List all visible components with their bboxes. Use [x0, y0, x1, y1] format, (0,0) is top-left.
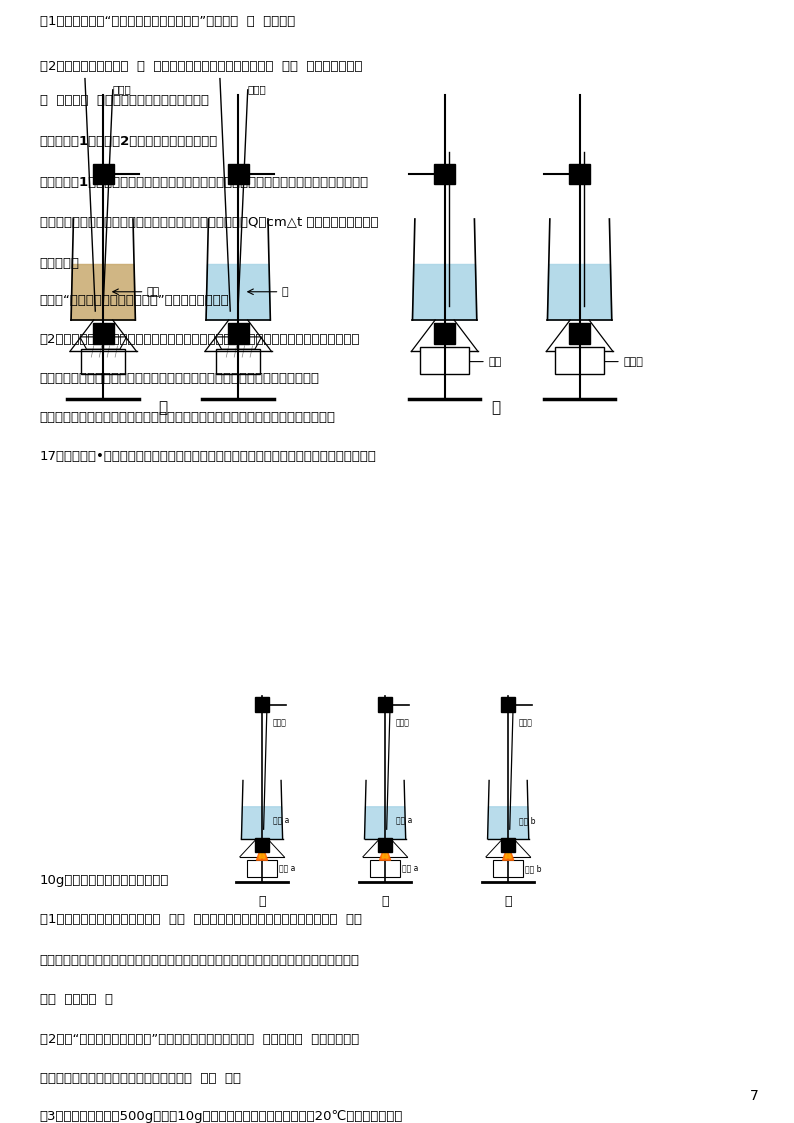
Bar [228, 323, 249, 344]
Text: （3）若甲图烧杯中为500g的水，10g酒精完全燃烧温度计示数升高了20℃，水吸收的热量: （3）若甲图烧杯中为500g的水，10g酒精完全燃烧温度计示数升高了20℃，水吸… [40, 1110, 403, 1123]
Text: 法是  控制变量  法: 法是 控制变量 法 [40, 993, 113, 1006]
Text: 甲: 甲 [158, 401, 168, 416]
Text: 液体 a: 液体 a [396, 816, 413, 825]
Text: 量的多少，: 量的多少， [40, 256, 79, 270]
Text: 酒精: 酒精 [488, 357, 502, 366]
Text: （1）你认为探究“不同燃料燃烧的放热能力”他应选用  乙  组器材。: （1）你认为探究“不同燃料燃烧的放热能力”他应选用 乙 组器材。 [40, 15, 295, 28]
Bar [378, 838, 392, 852]
Text: 水: 水 [282, 286, 288, 296]
Text: 沙子: 沙子 [147, 286, 160, 296]
Text: 相同的酒精灯通过加热时间的长短来比较吸热多少，故秒表是用在甲组实验中；: 相同的酒精灯通过加热时间的长短来比较吸热多少，故秒表是用在甲组实验中； [40, 372, 320, 385]
Text: （1）比较不同燃料的热值应选择  乙丙  两个装置，比较不同物质的比热容应选择  甲乙: （1）比较不同燃料的热值应选择 乙丙 两个装置，比较不同物质的比热容应选择 甲乙 [40, 913, 362, 926]
Bar [247, 860, 277, 877]
Text: 搅拌棒: 搅拌棒 [248, 84, 267, 94]
Text: 【答案】（1）乙；（2）甲；质量；加热时间。: 【答案】（1）乙；（2）甲；质量；加热时间。 [40, 135, 218, 148]
Polygon shape [382, 849, 388, 858]
Text: 不同物质吸热升温与物质种类和质量有关，所以甲组实验中沙子和水的质量应相同；: 不同物质吸热升温与物质种类和质量有关，所以甲组实验中沙子和水的质量应相同； [40, 411, 336, 424]
Polygon shape [547, 264, 611, 320]
Text: 【解析】（1）比较不同燃料燃烧的放热能力，要使用质量相同的不同燃料，通过燃料燃烧使: 【解析】（1）比较不同燃料燃烧的放热能力，要使用质量相同的不同燃料，通过燃料燃烧… [40, 175, 369, 189]
Text: 乙: 乙 [491, 401, 501, 416]
Bar [569, 164, 590, 184]
Bar [555, 347, 604, 374]
Bar [501, 838, 515, 852]
Polygon shape [503, 844, 514, 860]
Text: 乙: 乙 [381, 895, 389, 909]
Polygon shape [241, 806, 283, 839]
Text: 碎纸片: 碎纸片 [623, 357, 643, 366]
Bar [420, 347, 469, 374]
Text: 17．（中考春•乳山市期中）如图所示，甲、乙、丙三个实验装置完全相同，燃料的质量都为: 17．（中考春•乳山市期中）如图所示，甲、乙、丙三个实验装置完全相同，燃料的质量… [40, 449, 376, 463]
Polygon shape [259, 849, 265, 858]
Polygon shape [413, 264, 476, 320]
Bar [493, 860, 523, 877]
Bar [255, 838, 269, 852]
Bar [569, 323, 590, 344]
Polygon shape [206, 264, 270, 320]
Text: 温度计: 温度计 [272, 719, 286, 728]
Text: 燃料 a: 燃料 a [279, 864, 295, 874]
Text: 甲: 甲 [258, 895, 266, 909]
Text: 相同质量的同种液体吸热，通过比较液体升高的温度，根据Q＝cm△t 得出不同燃料放出热: 相同质量的同种液体吸热，通过比较液体升高的温度，根据Q＝cm△t 得出不同燃料放… [40, 216, 378, 229]
Text: 燃料 a: 燃料 a [402, 864, 418, 874]
Bar [378, 697, 392, 712]
Text: （2）在“比较不同燃料的热值”的实验中，通过观察温度计  示数的变化  比较燃料燃烧: （2）在“比较不同燃料的热值”的实验中，通过观察温度计 示数的变化 比较燃料燃烧 [40, 1032, 359, 1046]
Bar [434, 323, 455, 344]
Bar [216, 349, 260, 374]
Polygon shape [505, 849, 511, 858]
Bar [81, 349, 125, 374]
Text: 10g，烧杯内液体的质量都相同。: 10g，烧杯内液体的质量都相同。 [40, 874, 169, 887]
Text: 故探究“不同燃料燃烧的放热能力”应选用乙组器材。: 故探究“不同燃料燃烧的放热能力”应选用乙组器材。 [40, 293, 229, 307]
Bar [93, 164, 114, 184]
Text: 液体 a: 液体 a [273, 816, 290, 825]
Text: 液体 b: 液体 b [519, 816, 536, 825]
Text: 搅拌棒: 搅拌棒 [113, 84, 132, 94]
Bar [370, 860, 400, 877]
Polygon shape [488, 806, 529, 839]
Polygon shape [256, 844, 268, 860]
Text: （2）在研究不同物质吸热升温的实验时，要控制不同物质吸热相同，由转换法可知，使用: （2）在研究不同物质吸热升温的实验时，要控制不同物质吸热相同，由转换法可知，使用 [40, 332, 360, 346]
Text: 燃料 b: 燃料 b [525, 864, 542, 874]
Text: 7: 7 [750, 1089, 759, 1103]
Text: 丙: 丙 [504, 895, 512, 909]
Polygon shape [364, 806, 406, 839]
Text: 温度计: 温度计 [395, 719, 409, 728]
Text: （2）实验时秒表是用在  甲  组实验中。甲组实验中沙子和水的  质量  要必须相等，通: （2）实验时秒表是用在 甲 组实验中。甲组实验中沙子和水的 质量 要必须相等，通 [40, 60, 362, 73]
Text: 放出热量的多少，这种研究问题的方法叫做  转换  法。: 放出热量的多少，这种研究问题的方法叫做 转换 法。 [40, 1071, 241, 1085]
Bar [255, 697, 269, 712]
Bar [434, 164, 455, 184]
Text: 温度计: 温度计 [518, 719, 532, 728]
Polygon shape [380, 844, 391, 860]
Bar [228, 164, 249, 184]
Text: 两个装置（选填装置序号甲、乙、丙），选择的理由是我们物理中研究问题常用到的一种方: 两个装置（选填装置序号甲、乙、丙），选择的理由是我们物理中研究问题常用到的一种方 [40, 953, 360, 967]
Bar [93, 323, 114, 344]
Bar [501, 697, 515, 712]
Text: 过  加热时间  来反映物质吸收热量的多少，。: 过 加热时间 来反映物质吸收热量的多少，。 [40, 93, 209, 107]
Polygon shape [71, 264, 135, 320]
